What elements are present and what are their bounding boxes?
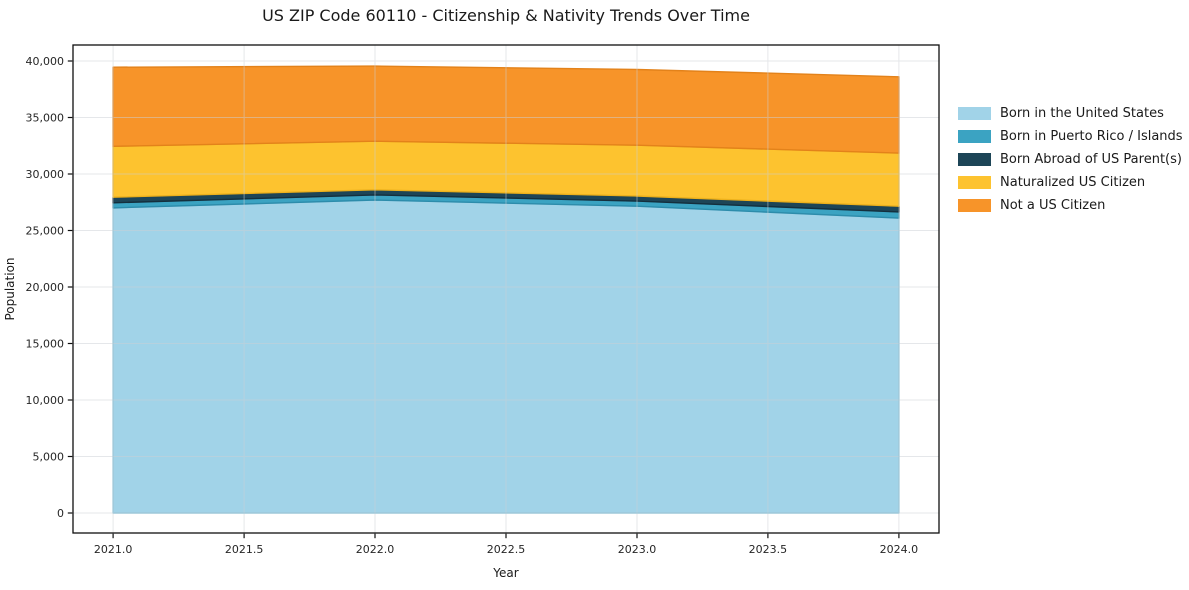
y-tick-label: 30,000 bbox=[26, 168, 65, 181]
x-tick-label: 2024.0 bbox=[880, 543, 919, 556]
legend-label: Not a US Citizen bbox=[1000, 198, 1106, 213]
legend-swatch bbox=[958, 176, 991, 189]
x-tick-label: 2021.0 bbox=[94, 543, 133, 556]
legend: Born in the United States Born in Puerto … bbox=[958, 105, 1183, 214]
legend-item-born-in-the-united-states: Born in the United States bbox=[958, 105, 1183, 122]
y-tick-label: 40,000 bbox=[26, 55, 65, 68]
legend-label: Born in Puerto Rico / Islands bbox=[1000, 129, 1183, 144]
gridlines bbox=[73, 45, 939, 533]
y-ticks: 0 5,000 10,000 15,000 20,000 25,000 30,000 35,0… bbox=[26, 55, 73, 520]
plot-border bbox=[72, 44, 940, 534]
y-tick-label: 10,000 bbox=[26, 394, 65, 407]
x-tick-label: 2023.0 bbox=[618, 543, 657, 556]
legend-item-naturalized-us-citizen: Naturalized US Citizen bbox=[958, 174, 1183, 191]
y-tick-label: 20,000 bbox=[26, 281, 65, 294]
legend-swatch bbox=[958, 107, 991, 120]
x-tick-label: 2022.0 bbox=[356, 543, 395, 556]
legend-item-born-in-puerto-rico-islands: Born in Puerto Rico / Islands bbox=[958, 128, 1183, 145]
y-tick-label: 15,000 bbox=[26, 338, 65, 351]
y-axis-label: Population bbox=[3, 257, 17, 321]
y-tick-label: 35,000 bbox=[26, 112, 65, 125]
legend-label: Born Abroad of US Parent(s) bbox=[1000, 152, 1182, 167]
y-tick-label: 0 bbox=[57, 507, 64, 520]
x-axis-label: Year bbox=[493, 566, 519, 580]
x-tick-label: 2023.5 bbox=[749, 543, 788, 556]
legend-label: Naturalized US Citizen bbox=[1000, 175, 1146, 190]
legend-item-not-a-us-citizen: Not a US Citizen bbox=[958, 197, 1183, 214]
legend-swatch bbox=[958, 130, 991, 143]
x-tick-label: 2021.5 bbox=[225, 543, 264, 556]
legend-swatch bbox=[958, 153, 991, 166]
legend-label: Born in the United States bbox=[1000, 106, 1164, 121]
legend-swatch bbox=[958, 199, 991, 212]
x-tick-label: 2022.5 bbox=[487, 543, 526, 556]
chart-title: US ZIP Code 60110 - Citizenship & Nativi… bbox=[262, 6, 750, 25]
y-tick-label: 25,000 bbox=[26, 225, 65, 238]
x-ticks: 2021.0 2021.5 2022.0 2022.5 2023.0 2023.5 2024… bbox=[94, 533, 919, 556]
legend-item-born-abroad-of-us-parent-s: Born Abroad of US Parent(s) bbox=[958, 151, 1183, 168]
y-tick-label: 5,000 bbox=[33, 451, 65, 464]
